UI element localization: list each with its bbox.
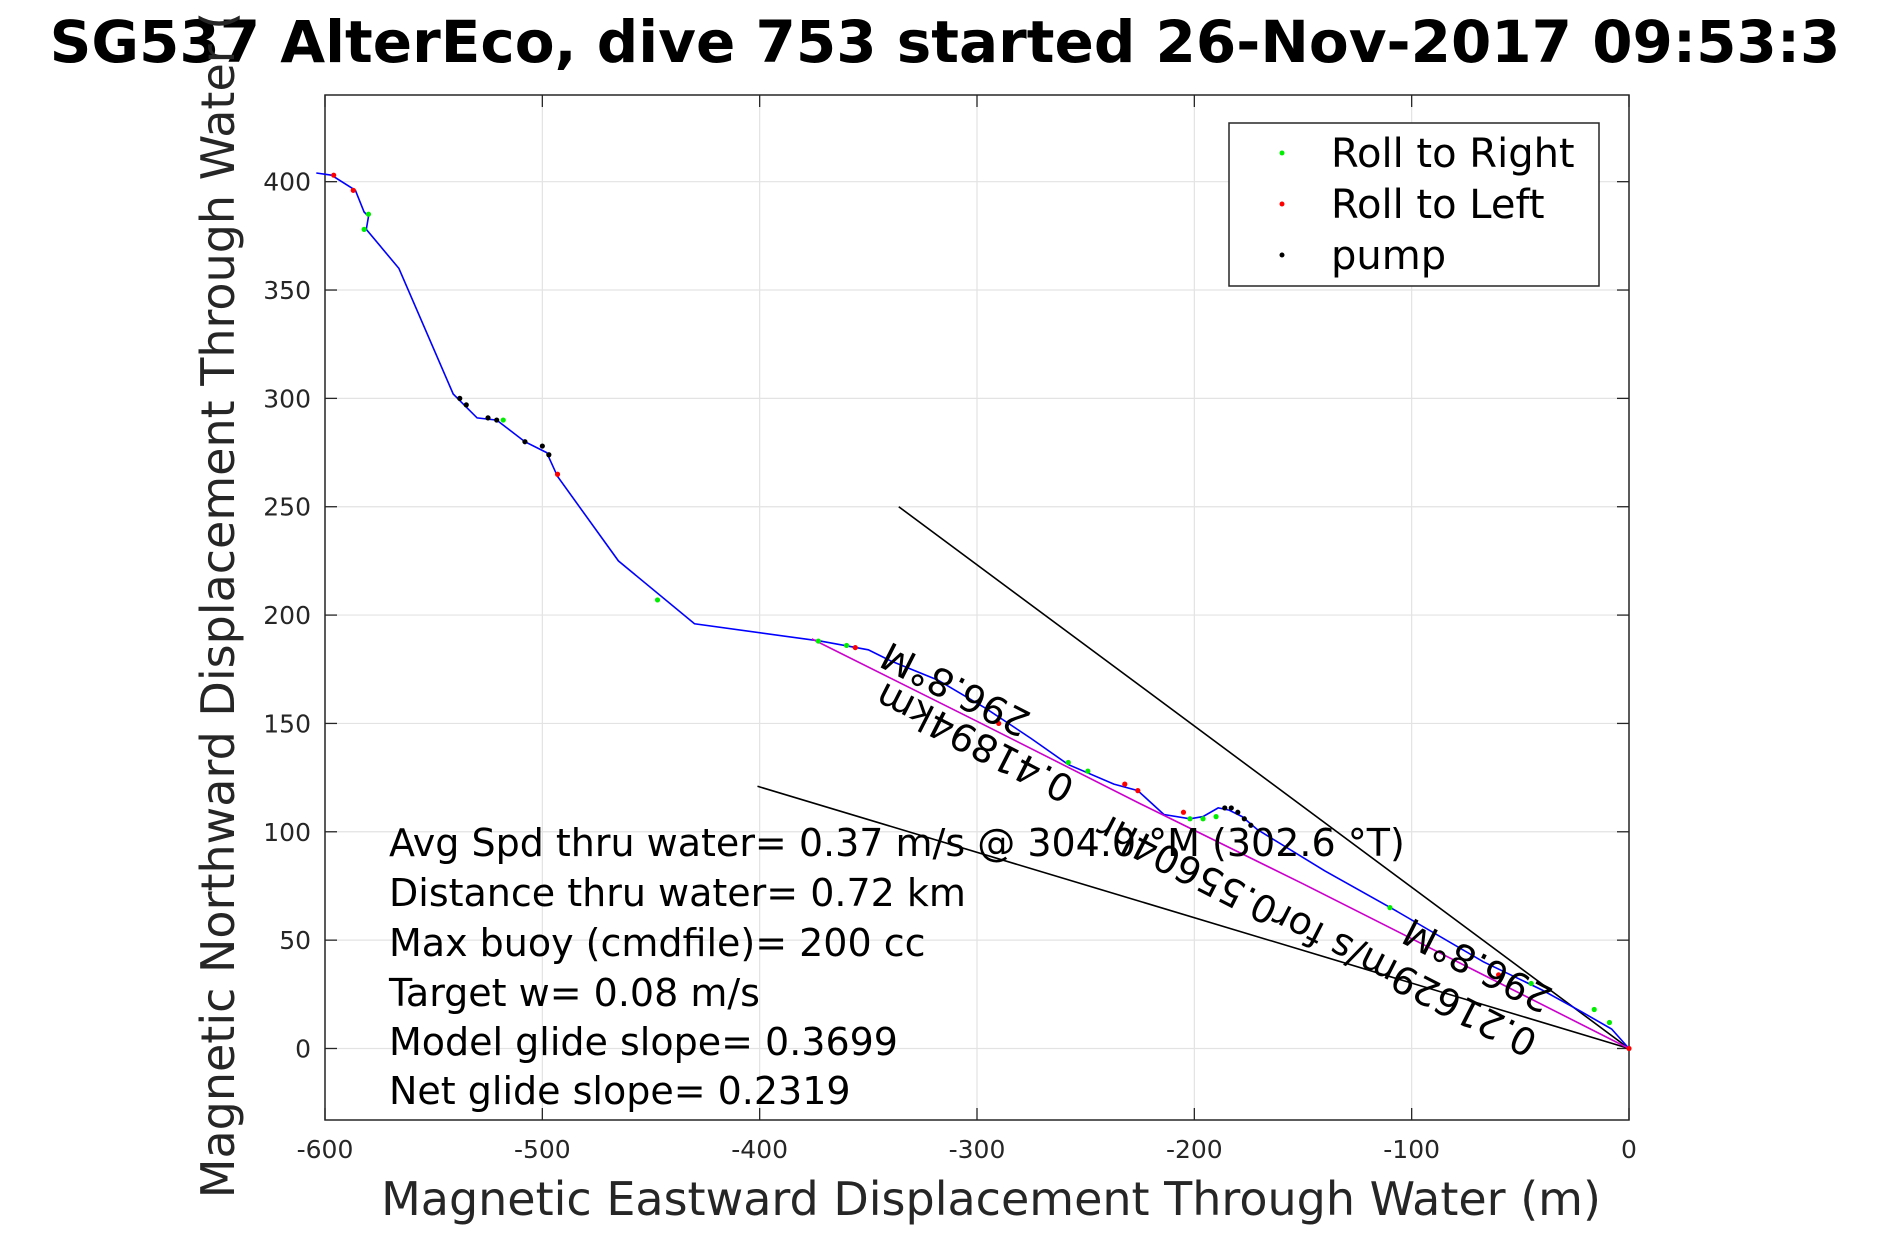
x-tick-label: 0 [1621, 1135, 1637, 1164]
legend-label-pump: pump [1331, 233, 1446, 279]
annotation-net-glide: Net glide slope= 0.2319 [389, 1069, 851, 1113]
roll-to-left-point [554, 471, 561, 477]
roll-to-left-point [1626, 1045, 1632, 1052]
legend-marker-pump [1279, 252, 1285, 258]
roll-to-right-point [361, 226, 367, 232]
y-tick-label: 350 [263, 276, 311, 305]
y-tick-label: 50 [279, 926, 311, 955]
y-axis-label: Magnetic Northward Displacement Through … [191, 12, 245, 1198]
roll-to-right-point [500, 417, 506, 423]
annotation-avg-speed: Avg Spd thru water= 0.37 m/s @ 304.0 °M … [389, 821, 1405, 865]
roll-to-right-point [1200, 816, 1206, 822]
x-tick-label: -100 [1383, 1135, 1440, 1164]
roll-to-right-point [1065, 759, 1071, 766]
annotation-target-w: Target w= 0.08 m/s [388, 971, 760, 1015]
pump-point [485, 415, 491, 421]
legend-label-roll-right: Roll to Right [1331, 131, 1575, 177]
roll-to-right-point [1528, 980, 1534, 987]
pump-point [539, 443, 545, 449]
roll-to-left-point [1135, 788, 1141, 794]
pump-point [1235, 809, 1241, 815]
legend: Roll to Right Roll to Left pump [1228, 122, 1600, 287]
pump-point [1228, 805, 1234, 811]
legend-box [1228, 122, 1600, 287]
roll-to-right-point [815, 638, 821, 644]
pump-point [1248, 822, 1254, 828]
roll-to-left-point [331, 172, 337, 178]
pump-point [463, 402, 469, 408]
roll-to-right-point [1591, 1006, 1597, 1013]
y-tick-label: 400 [263, 168, 311, 197]
net-track-line [811, 638, 1630, 1050]
x-tick-label: -300 [949, 1135, 1006, 1164]
roll-to-right-point [1085, 768, 1091, 774]
annotation-distance: Distance thru water= 0.72 km [389, 871, 966, 915]
reference-line [757, 785, 1630, 1050]
pump-point [1241, 816, 1247, 822]
legend-marker-roll-right [1279, 150, 1285, 156]
roll-to-right-point [1387, 905, 1393, 911]
roll-to-left-point [350, 187, 356, 193]
roll-to-right-point [1213, 814, 1219, 820]
y-tick-label: 150 [263, 709, 311, 738]
pump-point [494, 417, 500, 423]
annotation-max-buoy: Max buoy (cmdfile)= 200 cc [389, 921, 926, 965]
chart-title: SG537 AlterEco, dive 753 started 26-Nov-… [50, 8, 1841, 76]
pump-point [457, 395, 463, 401]
roll-to-left-point [996, 720, 1002, 727]
reference-line [898, 506, 1630, 1050]
y-tick-label: 100 [263, 818, 311, 847]
roll-to-left-point [852, 644, 858, 651]
roll-to-right-point [365, 211, 372, 217]
roll-to-left-point [1496, 972, 1502, 978]
y-tick-label: 250 [263, 493, 311, 522]
pump-point [1222, 805, 1228, 811]
legend-marker-roll-left [1279, 201, 1285, 207]
annotation-block: Avg Spd thru water= 0.37 m/s @ 304.0 °M … [388, 821, 1405, 1113]
roll-to-left-point [1122, 781, 1128, 787]
pump-point [522, 439, 528, 445]
roll-to-right-point [844, 642, 850, 649]
y-tick-label: 300 [263, 384, 311, 413]
x-tick-label: -400 [731, 1135, 788, 1164]
roll-to-right-point [1606, 1019, 1613, 1026]
pump-point [546, 452, 552, 458]
legend-label-roll-left: Roll to Left [1331, 182, 1545, 228]
roll-to-right-point [1187, 816, 1193, 822]
track-line [316, 172, 1630, 1050]
y-tick-label: 200 [263, 601, 311, 630]
roll-to-left-point [1180, 809, 1187, 815]
x-axis-label: Magnetic Eastward Displacement Through W… [381, 1172, 1601, 1226]
annotation-model-glide: Model glide slope= 0.3699 [389, 1020, 898, 1064]
x-tick-label: -600 [297, 1135, 354, 1164]
y-tick-label: 0 [295, 1034, 311, 1063]
roll-to-right-point [654, 597, 661, 603]
x-tick-label: -200 [1166, 1135, 1223, 1164]
x-tick-label: -500 [514, 1135, 571, 1164]
